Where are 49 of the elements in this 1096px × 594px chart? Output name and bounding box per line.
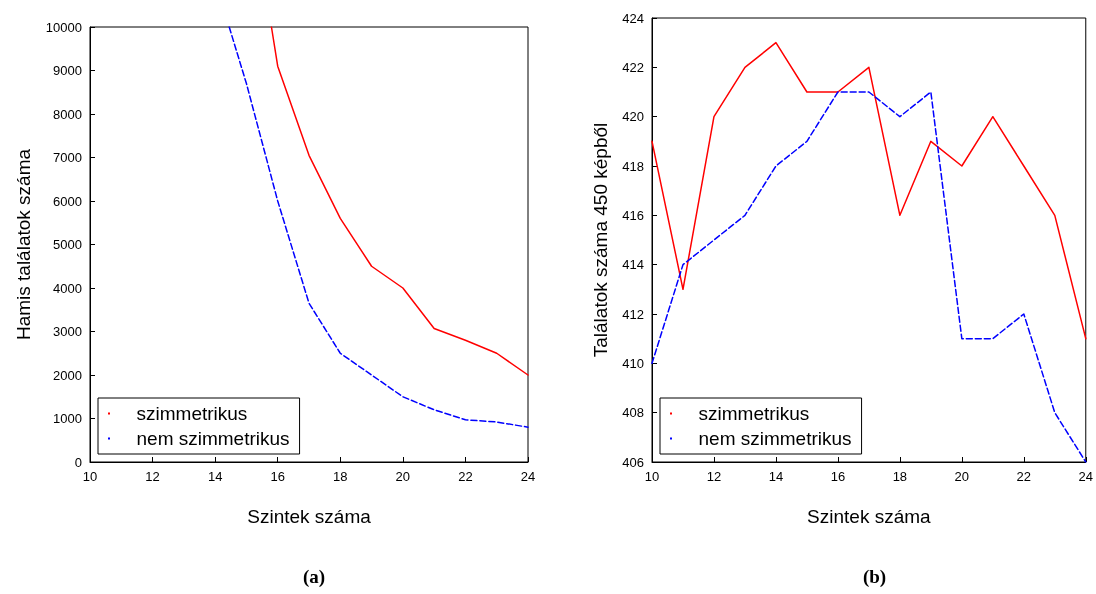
y-tick-label: 10000 <box>45 19 82 35</box>
y-tick-label: 412 <box>622 306 644 322</box>
x-tick-label: 12 <box>706 469 722 484</box>
x-tick-label: 10 <box>644 469 660 484</box>
y-tick-label: 1000 <box>53 411 82 426</box>
y-tick-label: 4000 <box>53 280 82 296</box>
x-tick-label: 20 <box>395 469 411 484</box>
x-tick-label: 22 <box>458 469 473 484</box>
x-tick-label: 24 <box>520 469 536 484</box>
y-tick-label: 418 <box>622 158 644 174</box>
y-axis-title: Hamis találatok száma <box>13 148 34 341</box>
y-tick-label: 410 <box>622 355 644 371</box>
line-series <box>651 41 1087 340</box>
y-tick-label: 9000 <box>53 63 82 78</box>
y-tick-label: 0 <box>74 454 82 470</box>
x-tick-label: 14 <box>768 469 784 484</box>
y-tick-label: 8000 <box>53 106 82 122</box>
x-tick-label: 16 <box>830 469 846 484</box>
x-tick-label: 12 <box>145 469 160 484</box>
text: (a) <box>302 566 326 588</box>
legend-label: szimmetrikus <box>136 403 248 424</box>
y-tick-label: 6000 <box>53 193 82 209</box>
x-axis-title: Szintek száma <box>807 506 932 527</box>
text: (b) <box>862 566 887 588</box>
legend-label: szimmetrikus <box>698 403 810 424</box>
x-tick-label: 18 <box>333 469 348 484</box>
x-tick-label: 18 <box>892 469 908 484</box>
y-axis-title: Találatok száma 450 képből <box>590 122 611 358</box>
y-tick-label: 408 <box>622 405 644 421</box>
line-series <box>270 26 529 376</box>
y-tick-label: 420 <box>622 109 644 125</box>
y-tick-label: 422 <box>622 59 644 75</box>
y-tick-label: 414 <box>622 257 644 273</box>
x-axis-title: Szintek száma <box>247 506 372 527</box>
y-tick-label: 2000 <box>53 367 82 383</box>
y-tick-label: 424 <box>622 10 644 26</box>
y-tick-label: 406 <box>622 454 644 470</box>
x-tick-label: 16 <box>270 469 285 484</box>
x-tick-label: 14 <box>207 469 223 484</box>
x-tick-label: 20 <box>954 469 970 484</box>
y-tick-label: 3000 <box>53 324 82 339</box>
legend-label: nem szimmetrikus <box>136 428 290 449</box>
legend-label: nem szimmetrikus <box>698 428 852 449</box>
x-tick-label: 24 <box>1078 469 1093 484</box>
x-tick-label: 22 <box>1016 469 1032 484</box>
x-tick-label: 10 <box>82 469 98 484</box>
y-tick-label: 416 <box>622 207 644 223</box>
y-tick-label: 5000 <box>53 237 82 252</box>
y-tick-label: 7000 <box>53 150 82 165</box>
